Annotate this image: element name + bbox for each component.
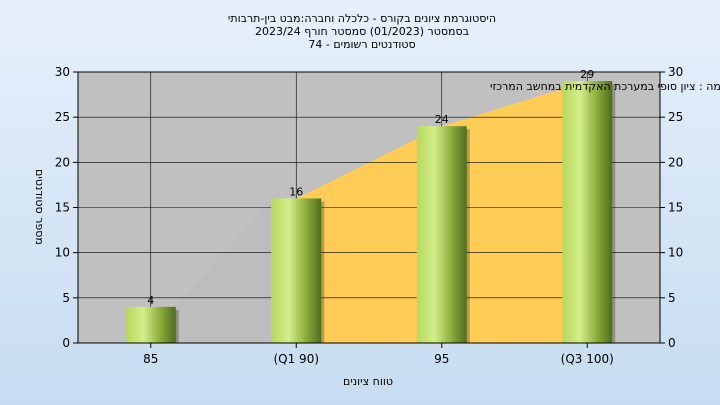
bar-value-label: 16 xyxy=(289,185,303,198)
y-tick-label-left: 20 xyxy=(55,155,70,169)
y-tick-label-left: 5 xyxy=(62,291,70,305)
y-tick-label-right: 15 xyxy=(668,201,683,215)
x-axis-label: טווח ציונים xyxy=(343,375,393,388)
chart-annotation: במשימה : ציון סופי במערכת האקדמית במחשב … xyxy=(490,80,720,93)
bar xyxy=(416,126,467,343)
bar xyxy=(271,198,322,343)
x-ticks: 85 (Q1 90) 95 (Q3 100) xyxy=(143,343,614,366)
y-tick-label-right: 25 xyxy=(668,110,683,124)
bar xyxy=(125,306,176,343)
y-tick-label-left: 0 xyxy=(62,336,70,350)
y-tick-label-left: 10 xyxy=(55,246,70,260)
y-tick-label-right: 0 xyxy=(668,336,676,350)
bar xyxy=(562,81,613,344)
y-ticks-left: 0 5 10 15 20 25 30 xyxy=(55,65,78,350)
x-tick-label: 95 xyxy=(434,352,449,366)
x-tick-label: (Q3 100) xyxy=(561,352,614,366)
y-tick-label-left: 25 xyxy=(55,110,70,124)
y-tick-label-right: 30 xyxy=(668,65,683,79)
y-ticks-right: 0 5 10 15 20 25 30 xyxy=(660,65,683,350)
data-labels: 4 16 24 29 xyxy=(147,68,594,307)
y-tick-label-right: 5 xyxy=(668,291,676,305)
bar-value-label: 29 xyxy=(580,68,594,81)
chart-title-line-1: היסטוגרמת ציונים בקורס - כלכלה וחברה:מבט… xyxy=(228,12,496,25)
bar-value-label: 4 xyxy=(147,294,154,307)
y-tick-label-right: 20 xyxy=(668,155,683,169)
y-tick-label-left: 15 xyxy=(55,201,70,215)
bar-value-label: 24 xyxy=(435,113,449,126)
bars-group xyxy=(125,81,616,344)
chart-title-line-3: סטודנטים רשומים - 74 xyxy=(308,38,415,51)
x-tick-label: 85 xyxy=(143,352,158,366)
chart-title-line-2: בסמסטר (01/2023) סמסטר חורף 2023/24 xyxy=(255,25,469,38)
y-axis-label: מספר סטודנטים xyxy=(33,169,46,245)
area-fill-gray xyxy=(175,198,272,343)
x-tick-label: (Q1 90) xyxy=(273,352,319,366)
y-tick-label-left: 30 xyxy=(55,65,70,79)
y-tick-label-right: 10 xyxy=(668,246,683,260)
